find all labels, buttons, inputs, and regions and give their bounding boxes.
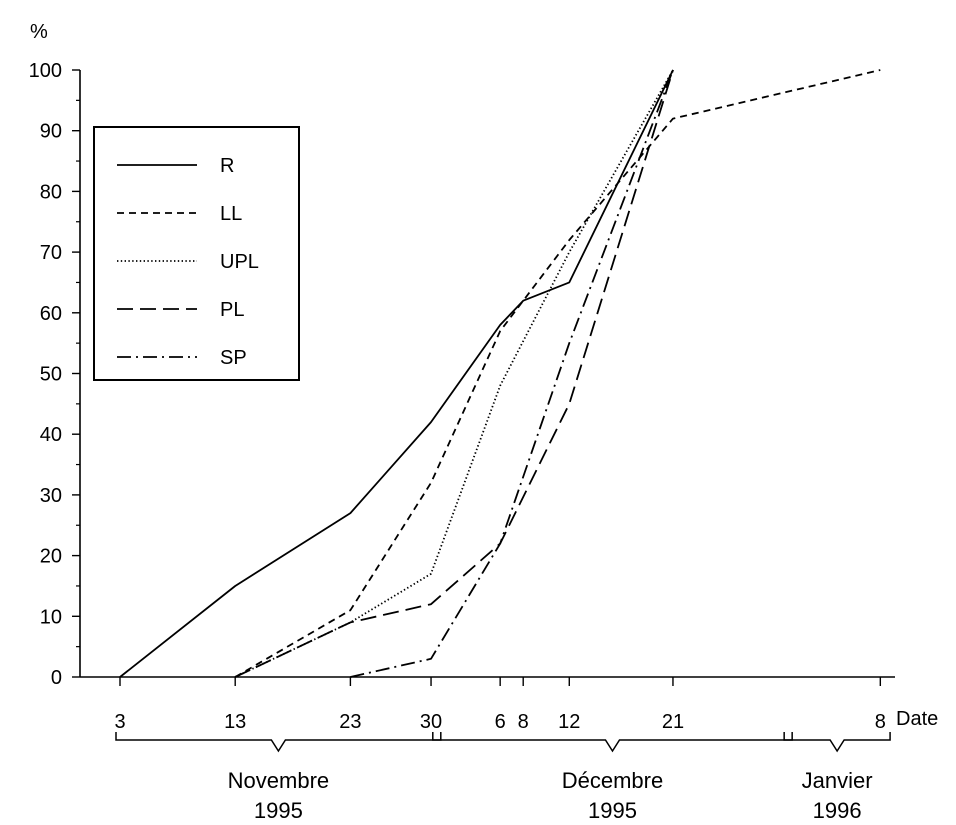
legend-label: UPL xyxy=(220,251,259,273)
x-tick-label: 3 xyxy=(114,711,125,733)
month-bracket xyxy=(432,732,793,753)
y-tick-label: 100 xyxy=(29,60,62,82)
y-tick-label: 50 xyxy=(40,364,62,386)
legend: R LL UPL PL SP xyxy=(93,126,300,381)
series-line-ll xyxy=(234,69,881,678)
year-label: 1995 xyxy=(588,798,637,823)
month-label: Décembre xyxy=(562,768,663,793)
legend-label: R xyxy=(220,155,234,177)
month-label: Novembre xyxy=(228,768,329,793)
series-line-sp xyxy=(350,69,674,678)
y-tick-label: 20 xyxy=(40,546,62,568)
legend-box xyxy=(93,126,300,381)
y-tick-label: 60 xyxy=(40,303,62,325)
x-tick-label: 8 xyxy=(875,711,886,733)
y-tick-label: 90 xyxy=(40,121,62,143)
x-ticks: 3 13 23 30 6 8 12 21 8 xyxy=(114,677,886,733)
series-line-upl xyxy=(234,69,674,678)
x-tick-label: 8 xyxy=(518,711,529,733)
x-tick-label: 13 xyxy=(224,711,246,733)
y-tick-label: 10 xyxy=(40,606,62,628)
y-tick-label: 30 xyxy=(40,485,62,507)
year-label: 1995 xyxy=(254,798,303,823)
y-axis-label: % xyxy=(30,21,48,43)
series-line-pl xyxy=(234,69,674,678)
year-label: 1996 xyxy=(813,798,862,823)
x-tick-label: 21 xyxy=(662,711,684,733)
legend-label: SP xyxy=(220,347,247,369)
month-bracket xyxy=(115,732,442,753)
x-tick-label: 12 xyxy=(558,711,580,733)
series-lines xyxy=(119,69,881,678)
x-tick-label: 6 xyxy=(495,711,506,733)
y-ticks: 0 10 20 30 40 50 60 70 80 90 100 xyxy=(29,60,80,689)
y-tick-label: 0 xyxy=(51,667,62,689)
x-tick-label: 30 xyxy=(420,711,442,733)
month-bracket xyxy=(783,732,891,753)
x-tick-label: 23 xyxy=(339,711,361,733)
series-line-r xyxy=(119,69,674,678)
y-tick-label: 70 xyxy=(40,242,62,264)
month-label: Janvier xyxy=(802,768,873,793)
month-brackets: Novembre 1995 Décembre 1995 Janvier 1996 xyxy=(115,732,891,823)
y-tick-label: 80 xyxy=(40,181,62,203)
legend-label: LL xyxy=(220,203,242,225)
legend-label: PL xyxy=(220,299,244,321)
y-tick-label: 40 xyxy=(40,424,62,446)
x-axis-label: Date xyxy=(896,708,938,730)
